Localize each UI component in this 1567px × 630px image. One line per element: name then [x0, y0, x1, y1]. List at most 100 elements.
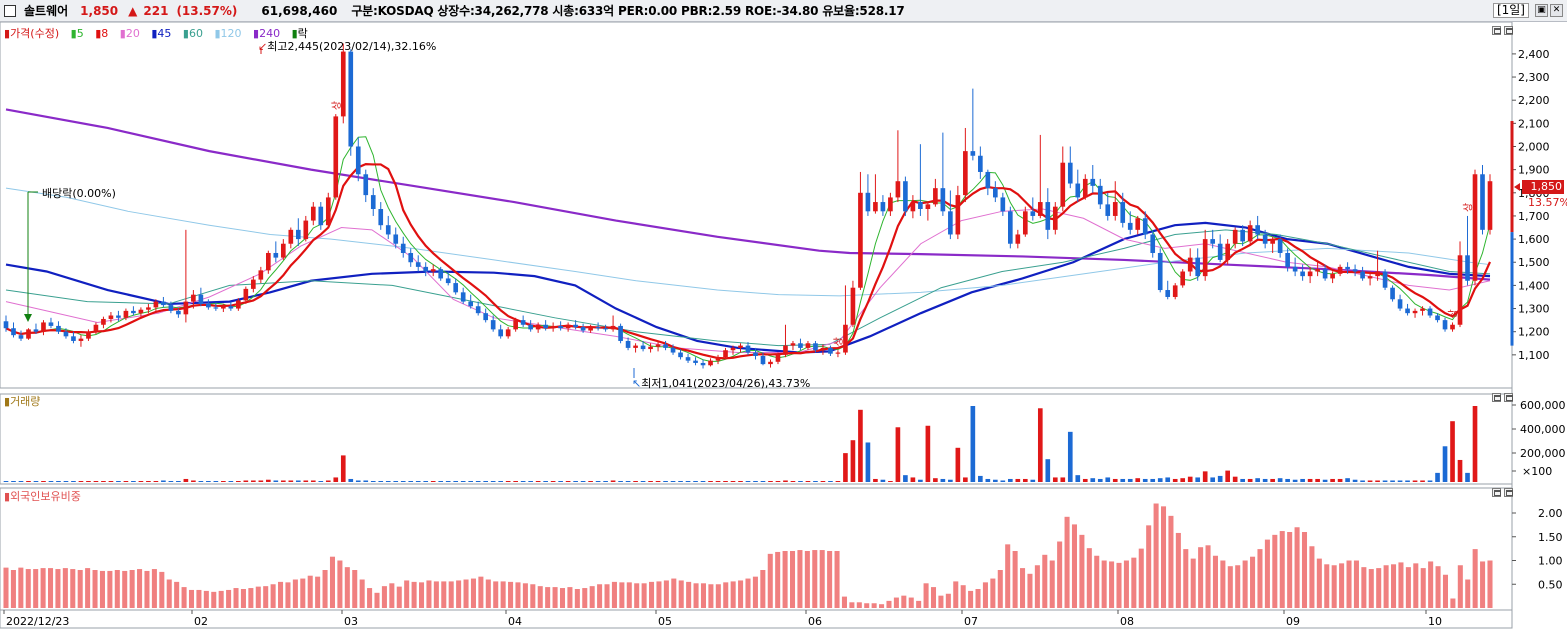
candle-body	[101, 318, 106, 325]
foreign-holding-bar	[864, 603, 870, 608]
candle-body	[1067, 162, 1073, 184]
foreign-holding-bar	[953, 581, 959, 608]
upper-limit-mark: 상	[1448, 309, 1460, 318]
foreign-holding-bar	[1309, 546, 1315, 608]
volume-bar	[640, 481, 646, 482]
volume-bar	[753, 481, 758, 482]
volume-pane-frame	[0, 393, 1513, 485]
volume-bar	[948, 479, 953, 482]
foreign-pane-close-icon[interactable]	[1504, 488, 1513, 497]
candle-body	[513, 320, 518, 330]
foreign-holding-bar	[418, 582, 425, 608]
foreign-holding-bar	[1020, 568, 1026, 608]
select-checkbox[interactable]	[4, 4, 16, 17]
foreign-holding-bar	[10, 570, 16, 608]
volume-bar	[978, 475, 983, 482]
volume-bar	[1232, 476, 1238, 482]
candle-body	[1465, 255, 1470, 281]
foreign-tick-label: 0.50	[1538, 578, 1563, 591]
foreign-holding-bar	[55, 569, 61, 608]
volume-bar	[820, 481, 826, 482]
current-pct-marker: 13.57%	[1528, 196, 1567, 209]
volume-bar	[355, 480, 361, 482]
foreign-holding-bar	[85, 568, 91, 608]
volume-bar	[191, 480, 196, 482]
restore-icon[interactable]: ▣	[1535, 4, 1548, 17]
foreign-pane-menu-icon[interactable]	[1492, 488, 1501, 497]
volume-bar	[993, 479, 998, 482]
volume-pane-close-icon[interactable]	[1504, 393, 1513, 402]
foreign-holding-bar	[1435, 566, 1441, 608]
foreign-holding-bar	[700, 583, 707, 608]
candle-body	[655, 344, 661, 347]
foreign-holding-bar	[315, 576, 321, 608]
foreign-holding-bar	[671, 578, 677, 608]
chart-area[interactable]: 2,4002,3002,2002,1002,0001,9001,8001,700…	[0, 22, 1567, 630]
volume-bar	[1322, 479, 1328, 482]
volume-tick-label: 200,000	[1520, 447, 1566, 460]
volume-bar	[678, 481, 683, 482]
foreign-holding-bar	[1272, 534, 1278, 608]
volume-bar	[903, 475, 908, 482]
candle-body	[153, 301, 159, 308]
volume-bar	[430, 481, 436, 482]
period-selector[interactable]: [1일]	[1492, 3, 1529, 18]
foreign-holding-bar	[203, 590, 209, 608]
foreign-holding-bar	[752, 576, 758, 608]
volume-bar	[1037, 408, 1043, 482]
foreign-holding-bar	[1175, 532, 1181, 608]
foreign-holding-bar	[1324, 564, 1330, 608]
volume-bar	[153, 481, 159, 482]
volume-pane-menu-icon[interactable]	[1492, 393, 1501, 402]
foreign-holding-bar	[456, 580, 462, 608]
candle-body	[1345, 266, 1350, 270]
foreign-holding-bar	[893, 597, 899, 608]
volume-bar	[933, 478, 938, 482]
volume-bar	[378, 481, 384, 482]
price-tick-label: 1,900	[1518, 164, 1550, 177]
price-tick-label: 1,200	[1518, 326, 1550, 339]
volume-bar	[1420, 480, 1425, 482]
foreign-holding-bar	[1487, 560, 1493, 608]
candle-body	[1015, 234, 1021, 244]
candle-body	[1450, 324, 1455, 330]
candle-body	[955, 195, 961, 235]
volume-bar	[475, 481, 481, 482]
volume-bar	[633, 481, 638, 482]
close-icon[interactable]: ✕	[1550, 4, 1563, 17]
candle-body	[1375, 271, 1380, 277]
x-tick-label: 08	[1120, 615, 1134, 628]
volume-bar	[370, 481, 376, 482]
foreign-holding-bar	[240, 589, 246, 608]
foreign-holding-bar	[426, 580, 432, 608]
volume-bar	[693, 481, 698, 482]
ma120-line	[5, 187, 1491, 297]
candle-body	[243, 288, 249, 301]
volume-bar	[498, 481, 503, 482]
candle-body	[131, 310, 136, 314]
volume-bar	[400, 481, 406, 482]
volume-bar	[423, 481, 429, 482]
price-pane-menu-icon[interactable]	[1492, 26, 1501, 35]
candle-body	[221, 306, 226, 309]
volume-bar	[783, 480, 788, 482]
volume-bar	[1172, 478, 1178, 482]
foreign-holding-bar	[1428, 561, 1434, 608]
price-pane-close-icon[interactable]	[1504, 26, 1513, 35]
volume-bar	[595, 481, 601, 482]
volume-pane-title: ▮거래량	[4, 395, 41, 408]
volume-bar	[408, 481, 414, 482]
volume-bar	[1127, 478, 1133, 482]
foreign-holding-bar	[589, 586, 595, 608]
volume-bar	[123, 481, 129, 482]
candle-body	[835, 352, 841, 354]
candle-body	[828, 347, 833, 354]
foreign-holding-bar	[151, 569, 157, 608]
foreign-holding-bar	[990, 578, 996, 608]
price-change: 221	[143, 3, 169, 18]
volume-bar	[1307, 478, 1313, 482]
foreign-holding-bar	[968, 590, 974, 608]
candle-body	[78, 338, 84, 341]
candle-body	[1367, 276, 1373, 279]
candle-body	[580, 327, 586, 331]
